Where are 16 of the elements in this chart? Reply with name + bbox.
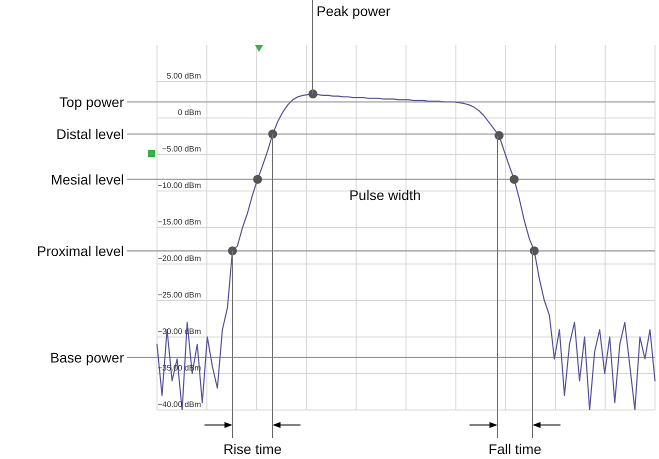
- ref-line-label: Top power: [59, 94, 124, 110]
- ref-line-label: Mesial level: [50, 171, 124, 188]
- text: Rise time: [223, 441, 282, 457]
- y-tick-label: −20.00 dBm: [158, 254, 202, 263]
- y-tick-label: 5.00 dBm: [166, 72, 202, 80]
- ref-line-label: Proximal level: [36, 242, 124, 259]
- ref-line-label: Distal level: [56, 126, 124, 142]
- y-tick-label: −25.00 dBm: [158, 290, 202, 300]
- ref-line-label: Base power: [50, 349, 124, 366]
- annotation: Pulse width: [349, 187, 421, 203]
- y-tick-label: −5.00 dBm: [162, 144, 202, 154]
- y-tick-label: 0 dBm: [178, 108, 202, 117]
- text: Fall time: [488, 441, 542, 457]
- text: Peak power: [316, 3, 391, 19]
- y-tick-label: −10.00 dBm: [158, 181, 202, 190]
- y-tick-label: −15.00 dBm: [158, 218, 202, 226]
